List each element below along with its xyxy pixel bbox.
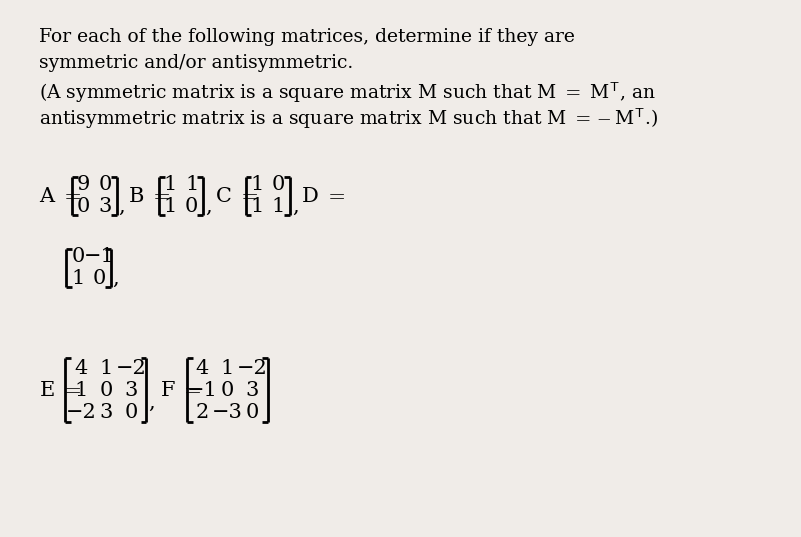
- Text: 0: 0: [246, 403, 259, 422]
- Text: 1: 1: [163, 176, 177, 194]
- Text: D $=$: D $=$: [301, 186, 345, 206]
- Text: 3: 3: [124, 381, 138, 400]
- Text: 3: 3: [246, 381, 259, 400]
- Text: 0: 0: [124, 403, 138, 422]
- Text: (A symmetric matrix is a square matrix M such that M $=$ M$^{\mathsf{T}}$, an: (A symmetric matrix is a square matrix M…: [38, 80, 655, 105]
- Text: ,: ,: [113, 268, 119, 287]
- Text: −2: −2: [66, 403, 96, 422]
- Text: 0: 0: [92, 270, 106, 288]
- Text: 4: 4: [195, 359, 209, 378]
- Text: 1: 1: [99, 359, 113, 378]
- Text: −3: −3: [211, 403, 243, 422]
- Text: −2: −2: [237, 359, 268, 378]
- Text: C $=$: C $=$: [215, 186, 258, 206]
- Text: ,: ,: [148, 393, 155, 411]
- Text: 3: 3: [99, 198, 111, 216]
- Text: ,: ,: [292, 197, 299, 215]
- Text: 3: 3: [99, 403, 113, 422]
- Text: 1: 1: [272, 198, 285, 216]
- Text: −2: −2: [115, 359, 147, 378]
- Text: ,: ,: [205, 197, 211, 215]
- Text: −1: −1: [187, 381, 218, 400]
- Text: 1: 1: [251, 198, 264, 216]
- Text: 1: 1: [74, 381, 87, 400]
- Text: 0: 0: [272, 176, 285, 194]
- Text: For each of the following matrices, determine if they are: For each of the following matrices, dete…: [38, 28, 574, 46]
- Text: 0: 0: [99, 381, 113, 400]
- Text: 4: 4: [74, 359, 87, 378]
- Text: ,: ,: [119, 197, 125, 215]
- Text: 0: 0: [185, 198, 199, 216]
- Text: −1: −1: [84, 248, 115, 266]
- Text: 1: 1: [71, 270, 85, 288]
- Text: antisymmetric matrix is a square matrix M such that M $= -$M$^{\mathsf{T}}$.): antisymmetric matrix is a square matrix …: [38, 106, 658, 131]
- Text: 1: 1: [220, 359, 234, 378]
- Text: 0: 0: [77, 198, 91, 216]
- Text: 0: 0: [99, 176, 111, 194]
- Text: 1: 1: [163, 198, 177, 216]
- Text: A $=$: A $=$: [38, 186, 81, 206]
- Text: 1: 1: [185, 176, 199, 194]
- Text: 9: 9: [77, 176, 91, 194]
- Text: E $=$: E $=$: [38, 381, 81, 400]
- Text: F $=$: F $=$: [160, 381, 202, 400]
- Text: 1: 1: [251, 176, 264, 194]
- Text: 0: 0: [220, 381, 234, 400]
- Text: symmetric and/or antisymmetric.: symmetric and/or antisymmetric.: [38, 54, 352, 72]
- Text: B $=$: B $=$: [128, 186, 171, 206]
- Text: 2: 2: [195, 403, 209, 422]
- Text: 0: 0: [71, 248, 85, 266]
